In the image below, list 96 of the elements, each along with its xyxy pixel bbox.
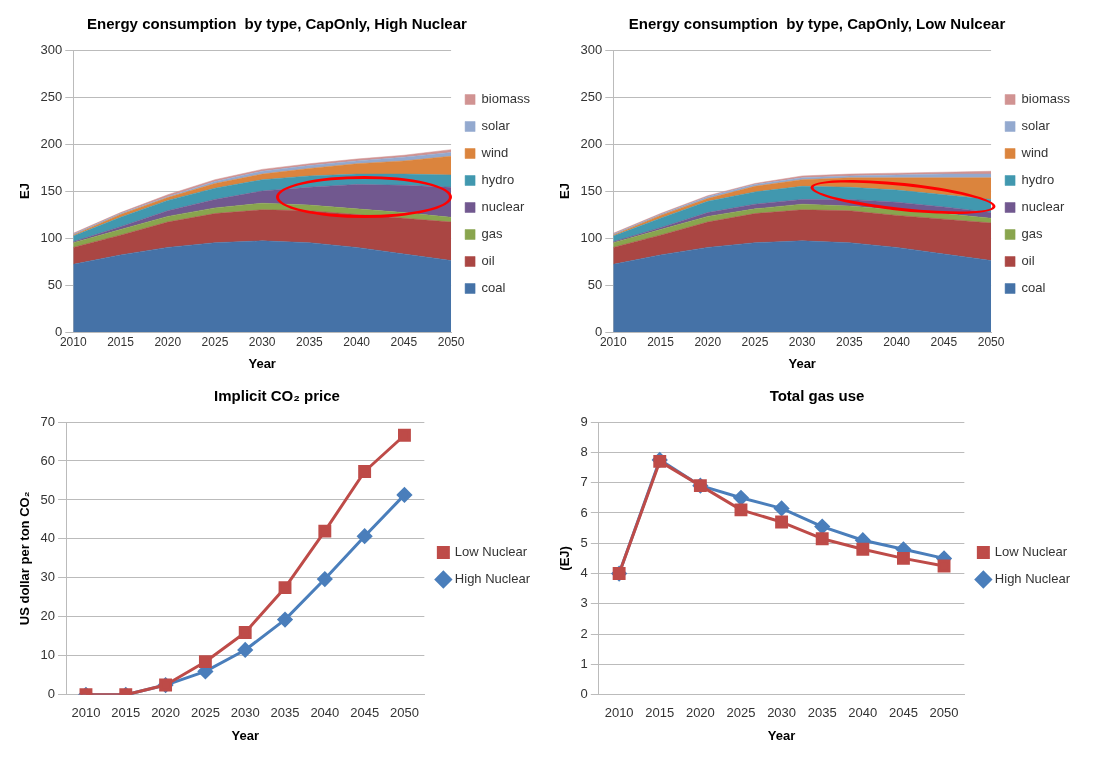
y-tick-label: 2	[580, 625, 588, 641]
y-axis-title: US dollar per ton CO₂	[17, 491, 33, 626]
legend-label: hydro	[1021, 172, 1055, 188]
y-tick-label: 50	[587, 276, 603, 292]
x-tick-label: 2030	[230, 705, 260, 721]
x-tick-label: 2040	[310, 705, 340, 721]
x-tick-label: 2045	[888, 705, 918, 721]
legend-label: oil	[481, 253, 495, 269]
x-tick-label: 2010	[71, 705, 101, 721]
legend-label: Low Nuclear	[454, 544, 528, 560]
x-tick-label: 2015	[647, 334, 675, 349]
legend-label: wind	[1020, 145, 1049, 161]
y-tick-label: 6	[580, 504, 588, 520]
legend-label: oil	[1021, 253, 1035, 269]
y-axis-title: EJ	[17, 183, 33, 199]
y-tick-label: 60	[40, 452, 56, 468]
x-axis-title: Year	[248, 355, 276, 371]
x-tick-label: 2045	[390, 334, 418, 349]
x-tick-label: 2025	[726, 705, 756, 721]
x-tick-label: 2015	[645, 705, 675, 721]
x-tick-label: 2040	[883, 334, 911, 349]
x-tick-label: 2020	[694, 334, 722, 349]
x-tick-label: 2020	[151, 705, 181, 721]
y-tick-label: 3	[580, 595, 588, 611]
y-tick-label: 150	[580, 182, 603, 198]
y-tick-label: 300	[40, 41, 63, 57]
y-tick-label: 200	[580, 135, 603, 151]
y-tick-label: 7	[580, 474, 588, 490]
x-tick-label: 2010	[604, 705, 634, 721]
x-tick-label: 2030	[767, 705, 797, 721]
y-tick-label: 300	[580, 41, 603, 57]
y-tick-label: 0	[580, 686, 588, 702]
y-tick-label: 150	[40, 182, 63, 198]
legend-label: biomass	[481, 91, 531, 107]
y-tick-label: 1	[580, 656, 588, 672]
legend-label: High Nuclear	[454, 571, 531, 587]
x-tick-label: 2020	[685, 705, 715, 721]
x-tick-label: 2035	[836, 334, 864, 349]
chart-title: Energy consumption by type, CapOnly, Low Nulcear	[628, 15, 1006, 33]
x-tick-label: 2050	[977, 334, 1005, 349]
x-tick-label: 2040	[848, 705, 878, 721]
y-tick-label: 4	[580, 565, 588, 581]
x-tick-label: 2015	[107, 334, 135, 349]
x-tick-label: 2035	[807, 705, 837, 721]
chart-title: Energy consumption by type, CapOnly, High Nuclear	[87, 15, 468, 33]
y-tick-label: 8	[580, 443, 588, 459]
legend-label: solar	[481, 118, 511, 134]
legend-label: nuclear	[1021, 199, 1065, 215]
y-tick-label: 20	[40, 608, 56, 624]
x-tick-label: 2030	[248, 334, 276, 349]
legend-label: Low Nuclear	[994, 544, 1068, 560]
x-tick-label: 2040	[343, 334, 371, 349]
legend-label: coal	[481, 280, 506, 296]
y-tick-label: 100	[580, 229, 603, 245]
x-axis-title: Year	[767, 727, 796, 743]
y-tick-label: 50	[40, 491, 56, 507]
y-tick-label: 5	[580, 534, 588, 550]
chart-title: Total gas use	[769, 387, 865, 405]
legend-label: gas	[1021, 226, 1044, 242]
x-tick-label: 2045	[350, 705, 380, 721]
x-tick-label: 2050	[929, 705, 959, 721]
x-tick-label: 2020	[154, 334, 182, 349]
x-tick-label: 2025	[201, 334, 229, 349]
x-axis-title: Year	[788, 355, 816, 371]
legend-label: hydro	[481, 172, 515, 188]
y-tick-label: 250	[580, 88, 603, 104]
y-axis-title: EJ	[557, 183, 573, 199]
y-tick-label: 70	[40, 413, 56, 429]
y-tick-label: 9	[580, 413, 588, 429]
x-tick-label: 2050	[389, 705, 419, 721]
legend-label: High Nuclear	[994, 571, 1071, 587]
x-axis-title: Year	[231, 727, 259, 743]
legend-label: biomass	[1021, 91, 1071, 107]
y-axis-title: (EJ)	[557, 546, 573, 571]
legend-label: nuclear	[481, 199, 525, 215]
y-tick-label: 200	[40, 135, 63, 151]
y-tick-label: 50	[47, 276, 63, 292]
x-tick-label: 2015	[111, 705, 141, 721]
x-tick-label: 2025	[190, 705, 220, 721]
x-tick-label: 2030	[788, 334, 816, 349]
chart-title: Implicit CO₂ price	[214, 387, 340, 405]
legend-label: gas	[481, 226, 504, 242]
y-tick-label: 30	[40, 569, 56, 585]
y-tick-label: 10	[40, 647, 56, 663]
legend-label: coal	[1021, 280, 1046, 296]
y-tick-label: 0	[47, 686, 56, 702]
y-tick-label: 100	[40, 229, 63, 245]
x-tick-label: 2050	[437, 334, 465, 349]
legend-label: solar	[1021, 118, 1051, 134]
y-tick-label: 250	[40, 88, 63, 104]
legend-label: wind	[480, 145, 509, 161]
x-tick-label: 2025	[741, 334, 769, 349]
x-tick-label: 2045	[930, 334, 958, 349]
x-tick-label: 2035	[296, 334, 324, 349]
x-tick-label: 2035	[270, 705, 300, 721]
y-tick-label: 40	[40, 530, 56, 546]
